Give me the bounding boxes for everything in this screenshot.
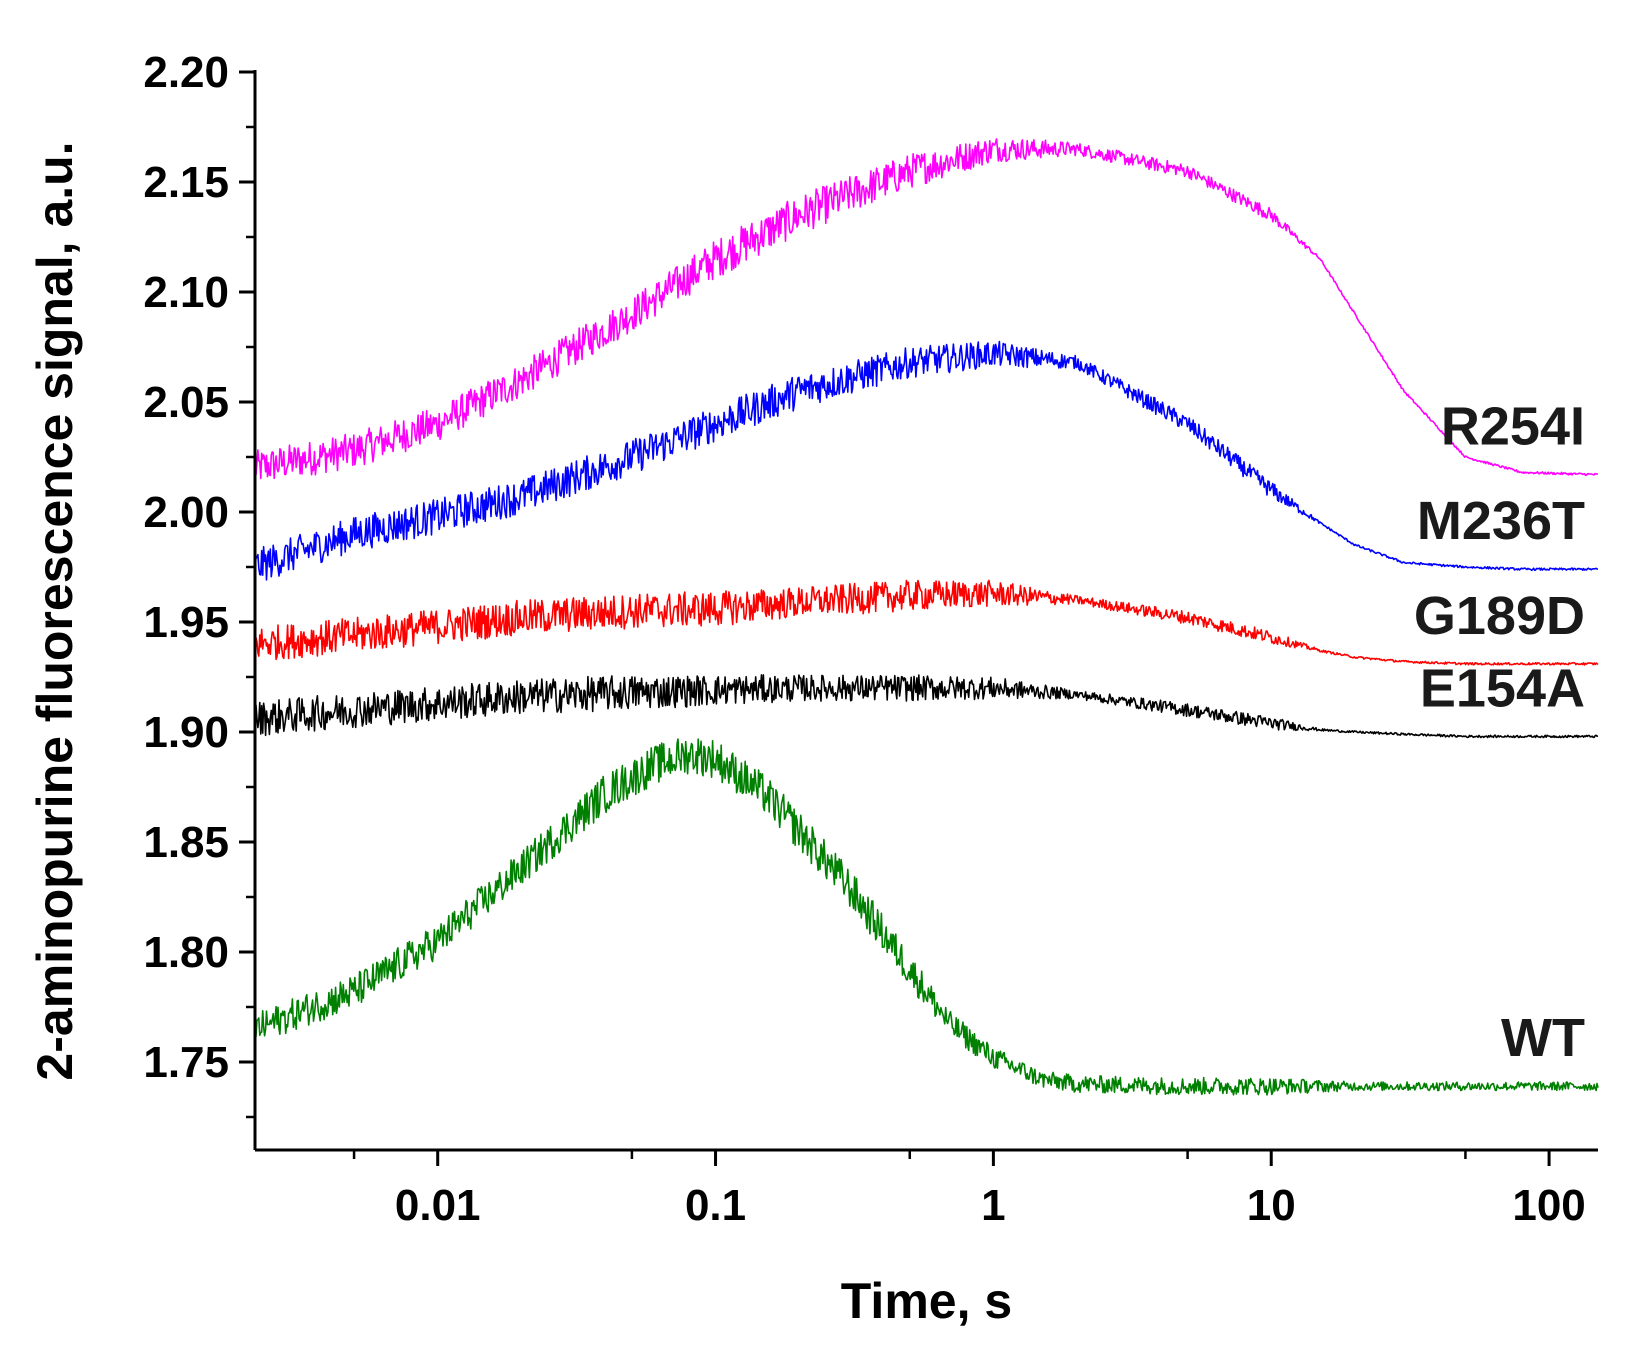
y-axis-ticks: 1.75 1.80 1.85 1.90 1.95 2.00 2.05 2.10 2.15 2.20 — [143, 48, 255, 1119]
series-label-wt: WT — [1501, 1008, 1585, 1068]
y-tick-label: 2.10 — [143, 268, 229, 317]
y-tick-label: 2.15 — [143, 158, 229, 207]
series-label-m236t: M236T — [1417, 491, 1585, 551]
series-labels: R254I M236T G189D E154A WT — [1414, 397, 1585, 1069]
series-label-g189d: G189D — [1414, 586, 1585, 646]
series-line-m236t — [254, 340, 1599, 581]
y-tick-label: 2.00 — [143, 488, 229, 537]
series-line-g189d — [254, 579, 1599, 666]
x-tick-label: 0.01 — [395, 1181, 481, 1230]
x-axis-ticks: 0.01 0.1 1 10 100 — [352, 1150, 1586, 1230]
y-tick-label: 2.20 — [143, 48, 229, 97]
y-tick-label: 2.05 — [143, 378, 229, 427]
x-tick-label: 1 — [981, 1181, 1005, 1230]
y-tick-label: 1.80 — [143, 928, 229, 977]
y-tick-label: 1.95 — [143, 598, 229, 647]
y-tick-label: 1.90 — [143, 708, 229, 757]
x-axis-title: Time, s — [841, 1273, 1012, 1329]
series-line-r254i — [254, 138, 1598, 480]
x-tick-label: 100 — [1512, 1181, 1585, 1230]
y-tick-label: 1.85 — [143, 818, 229, 867]
axes-layer: 1.75 1.80 1.85 1.90 1.95 2.00 2.05 2.10 2.15 2.20… — [143, 48, 1598, 1230]
x-tick-label: 0.1 — [685, 1181, 746, 1230]
series-line-wt — [254, 738, 1599, 1096]
series-label-e154a: E154A — [1420, 658, 1585, 718]
series-line-e154a — [254, 674, 1599, 739]
x-tick-label: 10 — [1247, 1181, 1296, 1230]
series-layer — [254, 138, 1599, 1096]
series-label-r254i: R254I — [1441, 397, 1585, 457]
y-tick-label: 1.75 — [143, 1038, 229, 1087]
y-axis-title: 2-aminopurine fluorescence signal, a.u. — [27, 141, 83, 1080]
